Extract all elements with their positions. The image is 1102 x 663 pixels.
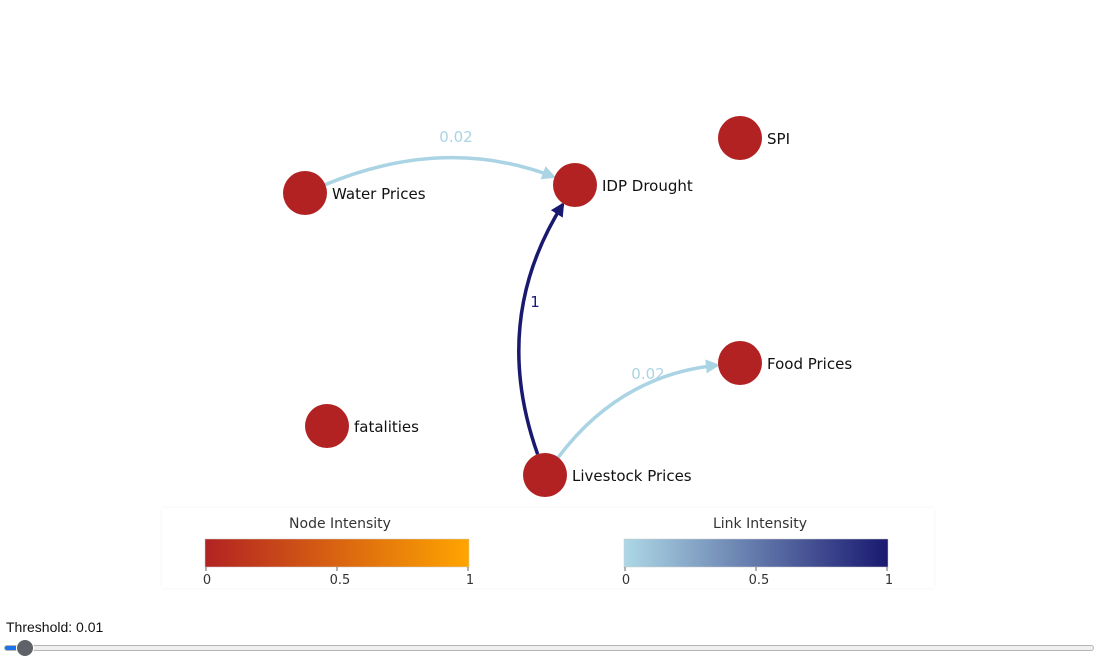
node-food[interactable]: Food Prices: [718, 341, 852, 385]
edge-label-water-to-idp: 0.02: [439, 128, 472, 146]
link-legend-tick-mid: 0.5: [749, 573, 770, 588]
network-graph: 0.02 1 0.02 Water Prices IDP Drought SPI Food…: [203, 116, 893, 588]
node-legend-tick-1: 1: [466, 573, 474, 588]
link-legend-title: Link Intensity: [713, 516, 807, 532]
node-circle[interactable]: [305, 404, 349, 448]
node-intensity-legend: Node Intensity 0 0.5 1: [203, 516, 474, 588]
edge-livestock-to-idp: [517, 202, 565, 455]
node-legend-colorbar: [204, 538, 470, 568]
link-legend-tick-0: 0: [622, 573, 630, 588]
node-circle[interactable]: [553, 163, 597, 207]
threshold-label: Threshold: 0.01: [6, 619, 104, 635]
edge-livestock-to-food: [556, 359, 720, 459]
edge-label-livestock-to-food: 0.02: [631, 365, 664, 383]
node-spi[interactable]: SPI: [718, 116, 790, 160]
node-legend-tick-mid: 0.5: [330, 573, 351, 588]
edges-layer: [324, 155, 720, 459]
node-label: Water Prices: [332, 185, 426, 203]
node-water[interactable]: Water Prices: [283, 171, 426, 215]
node-idp[interactable]: IDP Drought: [553, 163, 693, 207]
node-label: Food Prices: [767, 355, 852, 373]
link-intensity-legend: Link Intensity 0 0.5 1: [622, 516, 893, 588]
edge-label-livestock-to-idp: 1: [530, 293, 540, 311]
node-fatalities[interactable]: fatalities: [305, 404, 419, 448]
node-label: SPI: [767, 130, 790, 148]
node-label: IDP Drought: [602, 177, 693, 195]
node-legend-tick-0: 0: [203, 573, 211, 588]
edge-labels-layer: 0.02 1 0.02: [439, 128, 664, 383]
node-livestock[interactable]: Livestock Prices: [523, 453, 692, 497]
link-legend-tick-1: 1: [885, 573, 893, 588]
node-label: Livestock Prices: [572, 467, 692, 485]
node-label: fatalities: [354, 418, 419, 436]
nodes-layer: Water Prices IDP Drought SPI Food Prices fat…: [283, 116, 852, 497]
threshold-slider[interactable]: [4, 638, 1094, 658]
node-circle[interactable]: [718, 341, 762, 385]
node-circle[interactable]: [718, 116, 762, 160]
edge-water-to-idp: [324, 155, 557, 187]
node-legend-title: Node Intensity: [289, 516, 391, 532]
node-circle[interactable]: [283, 171, 327, 215]
node-circle[interactable]: [523, 453, 567, 497]
link-legend-colorbar: [623, 538, 889, 568]
